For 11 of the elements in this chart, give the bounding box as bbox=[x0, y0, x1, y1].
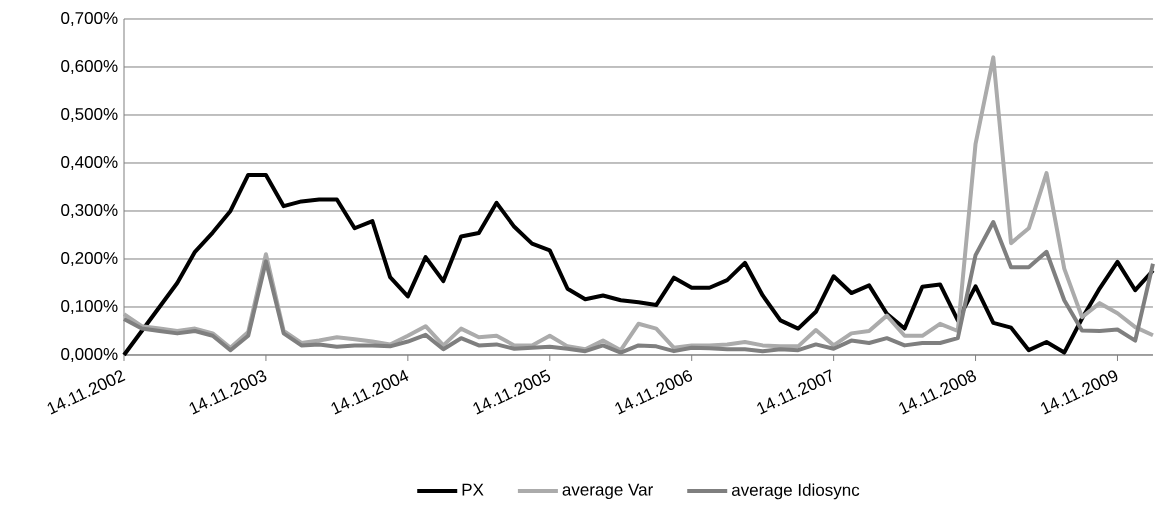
y-tick-label: 0,100% bbox=[61, 299, 118, 315]
legend-label: average Var bbox=[562, 483, 653, 500]
y-tick-label: 0,600% bbox=[61, 59, 118, 75]
y-tick-label: 0,400% bbox=[61, 155, 118, 171]
y-tick-label: 0,300% bbox=[61, 203, 118, 219]
y-tick-label: 0,700% bbox=[61, 11, 118, 27]
legend-label: PX bbox=[462, 483, 484, 496]
y-tick-label: 0,200% bbox=[61, 251, 118, 267]
y-tick-label: 0,000% bbox=[61, 347, 118, 363]
legend-label: average Idiosync bbox=[731, 483, 860, 500]
y-tick-label: 0,500% bbox=[61, 107, 118, 123]
